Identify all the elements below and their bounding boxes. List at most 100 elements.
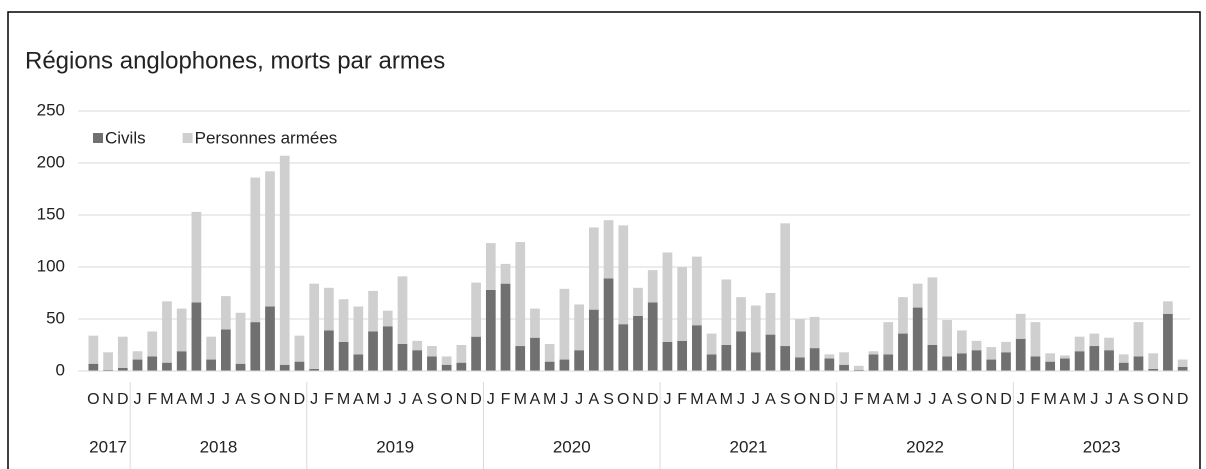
- bar-segment: [574, 304, 584, 351]
- bar-segment: [191, 302, 202, 371]
- bar-segment: [441, 356, 452, 365]
- year-label: 2017: [89, 437, 127, 456]
- x-tick-label: A: [942, 391, 953, 408]
- x-tick-label: D: [1000, 391, 1012, 408]
- bar-segment: [1045, 361, 1056, 371]
- bar-segment: [986, 359, 997, 371]
- x-tick-label: A: [530, 391, 541, 408]
- bar-segment: [500, 283, 511, 371]
- bar-segment: [427, 346, 437, 357]
- bar-segment: [294, 361, 305, 371]
- bar-segment: [588, 227, 599, 310]
- year-label: 2022: [906, 437, 944, 456]
- x-tick-label: J: [222, 391, 230, 408]
- bar-segment: [441, 364, 452, 371]
- x-tick-label: J: [1090, 391, 1098, 408]
- x-tick-label: A: [353, 391, 364, 408]
- bar-segment: [721, 345, 732, 371]
- x-tick-label: O: [87, 391, 99, 408]
- bar-segment: [117, 336, 128, 368]
- bar-segment: [1177, 359, 1188, 367]
- bar-segment: [132, 359, 143, 371]
- x-tick-label: M: [1073, 391, 1086, 408]
- bar-segment: [853, 369, 864, 371]
- bar-segment: [706, 333, 717, 355]
- bar-segment: [176, 351, 187, 371]
- bar-segment: [1148, 368, 1159, 371]
- bar-segment: [353, 306, 364, 355]
- bar-segment: [647, 302, 658, 371]
- x-tick-label: S: [780, 391, 791, 408]
- x-tick-label: N: [456, 391, 468, 408]
- x-tick-label: J: [207, 391, 215, 408]
- x-tick-label: S: [603, 391, 614, 408]
- bar-segment: [103, 369, 113, 371]
- bar-segment: [1001, 341, 1011, 353]
- x-tick-label: F: [324, 391, 334, 408]
- bar-segment: [956, 353, 967, 371]
- y-tick-label: 250: [37, 100, 65, 119]
- bar-segment: [147, 356, 158, 371]
- bar-segment: [1163, 313, 1173, 371]
- x-tick-label: M: [1043, 391, 1056, 408]
- bar-segment: [706, 354, 717, 371]
- x-tick-label: O: [617, 391, 629, 408]
- bar-segment: [618, 324, 629, 371]
- y-tick-label: 100: [37, 256, 65, 275]
- bar-segment: [309, 368, 320, 371]
- bar-segment: [868, 354, 879, 371]
- bar-segment: [721, 279, 732, 345]
- bar-segment: [1133, 356, 1144, 371]
- year-label: 2023: [1083, 437, 1121, 456]
- x-tick-label: M: [867, 391, 880, 408]
- bar-segment: [824, 358, 835, 371]
- bar-segment: [456, 345, 467, 363]
- bar-segment: [279, 155, 290, 365]
- bar-segment: [618, 225, 629, 325]
- bar-segment: [765, 293, 776, 335]
- bar-segment: [88, 335, 99, 364]
- bar-segment: [559, 288, 570, 360]
- bar-segment: [986, 347, 997, 360]
- x-tick-label: J: [134, 391, 142, 408]
- bar-segment: [1074, 336, 1085, 352]
- x-tick-label: A: [706, 391, 717, 408]
- bar-segment: [853, 365, 864, 370]
- x-tick-label: O: [264, 391, 276, 408]
- y-tick-label: 50: [46, 308, 65, 327]
- bar-segment: [927, 277, 938, 345]
- x-tick-label: J: [575, 391, 583, 408]
- bar-segment: [530, 337, 540, 371]
- bar-segment: [1118, 354, 1129, 363]
- bar-segment: [368, 331, 378, 371]
- year-label: 2019: [376, 437, 414, 456]
- bar-segment: [1118, 362, 1129, 371]
- year-label: 2021: [729, 437, 767, 456]
- x-tick-label: M: [720, 391, 733, 408]
- x-tick-label: J: [560, 391, 568, 408]
- bar-segment: [397, 343, 408, 371]
- bar-segment: [265, 171, 275, 307]
- legend-label: Civils: [105, 128, 146, 147]
- x-tick-label: A: [1118, 391, 1129, 408]
- bar-segment: [147, 331, 158, 357]
- x-tick-label: J: [1017, 391, 1025, 408]
- bar-segment: [692, 256, 702, 326]
- bar-segment: [500, 263, 511, 284]
- bar-segment: [1104, 337, 1114, 351]
- bar-segment: [220, 329, 231, 371]
- bar-segment: [677, 340, 688, 371]
- bar-segment: [1001, 352, 1011, 371]
- bar-segment: [956, 330, 967, 354]
- bar-segment: [397, 276, 408, 344]
- x-tick-label: A: [589, 391, 600, 408]
- bar-segment: [559, 359, 570, 371]
- bar-segment: [338, 341, 349, 371]
- bar-segment: [1148, 353, 1159, 369]
- bar-segment: [250, 177, 261, 323]
- bar-segment: [471, 282, 481, 337]
- bar-segment: [1104, 350, 1114, 371]
- x-tick-label: F: [854, 391, 864, 408]
- bar-segment: [1060, 358, 1070, 371]
- x-tick-label: S: [957, 391, 968, 408]
